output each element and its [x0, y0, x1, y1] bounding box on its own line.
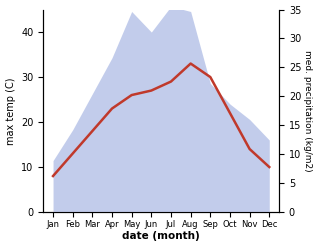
X-axis label: date (month): date (month)	[122, 231, 200, 242]
Y-axis label: med. precipitation (kg/m2): med. precipitation (kg/m2)	[303, 50, 313, 172]
Y-axis label: max temp (C): max temp (C)	[5, 77, 16, 144]
